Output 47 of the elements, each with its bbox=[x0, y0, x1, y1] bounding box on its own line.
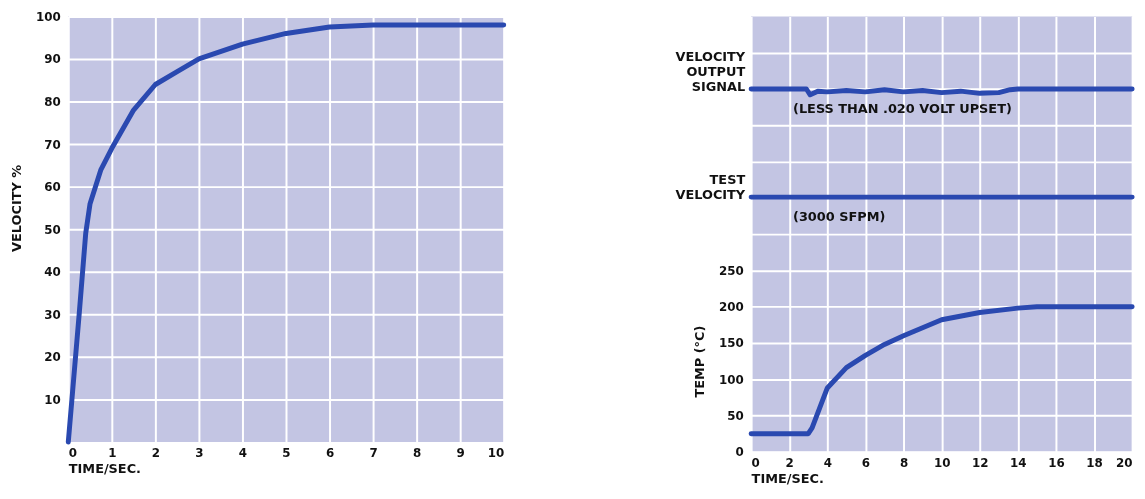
y-axis-title: TEMP (°C) bbox=[692, 325, 708, 398]
y-tick-label: 40 bbox=[44, 265, 61, 280]
y-tick-label: 100 bbox=[36, 9, 61, 24]
y-tick-label: 80 bbox=[44, 94, 61, 109]
x-tick-label: 18 bbox=[1086, 456, 1103, 471]
x-tick-label: 8 bbox=[413, 446, 422, 461]
y-tick-label: 20 bbox=[44, 350, 61, 365]
x-tick-label: 4 bbox=[823, 456, 832, 471]
x-tick-label: 16 bbox=[1048, 456, 1065, 471]
series-label: TEST VELOCITY bbox=[675, 172, 746, 203]
x-tick-label: 6 bbox=[325, 446, 335, 461]
x-tick-label: 9 bbox=[456, 446, 465, 461]
line-series bbox=[65, 22, 507, 445]
y-tick-label: 10 bbox=[44, 392, 61, 407]
y-tick-label: 50 bbox=[44, 222, 61, 237]
x-tick-label: 0 bbox=[751, 456, 760, 471]
x-tick-label: 6 bbox=[861, 456, 871, 471]
x-tick-label: 12 bbox=[971, 456, 989, 471]
x-tick-label: 5 bbox=[282, 446, 291, 461]
x-tick-label: 0 bbox=[68, 446, 78, 461]
x-tick-label: 2 bbox=[785, 456, 794, 471]
y-tick-label: 70 bbox=[44, 137, 61, 152]
x-tick-label: 10 bbox=[933, 456, 951, 471]
series-label: VELOCITY OUTPUT SIGNAL bbox=[675, 49, 746, 94]
x-tick-label: 4 bbox=[238, 446, 248, 461]
x-tick-label: 1 bbox=[108, 446, 117, 461]
x-tick-label: 7 bbox=[369, 446, 378, 461]
annotation: (3000 SFPM) bbox=[793, 208, 886, 224]
y-tick-label: 250 bbox=[718, 263, 744, 278]
x-axis-title: TIME/SEC. bbox=[751, 471, 824, 487]
annotation: (LESS THAN .020 VOLT UPSET) bbox=[793, 100, 1012, 116]
y-tick-label: 30 bbox=[44, 307, 61, 322]
y-tick-label: 50 bbox=[727, 409, 744, 424]
x-axis-title: TIME/SEC. bbox=[68, 461, 141, 477]
y-tick-label: 60 bbox=[44, 180, 61, 195]
x-tick-label: 10 bbox=[487, 446, 505, 461]
x-tick-label: 8 bbox=[899, 456, 909, 471]
x-tick-label: 3 bbox=[195, 446, 204, 461]
x-tick-label: 2 bbox=[151, 446, 160, 461]
x-tick-label: 14 bbox=[1010, 456, 1027, 471]
y-tick-label: 90 bbox=[44, 52, 61, 67]
y-tick-label: 200 bbox=[718, 300, 744, 315]
y-tick-label: 150 bbox=[718, 336, 744, 351]
y-tick-label: 100 bbox=[718, 372, 744, 387]
y-axis-title: VELOCITY % bbox=[9, 164, 25, 252]
x-tick-label: 20 bbox=[1116, 456, 1133, 471]
line-series bbox=[748, 304, 1135, 437]
